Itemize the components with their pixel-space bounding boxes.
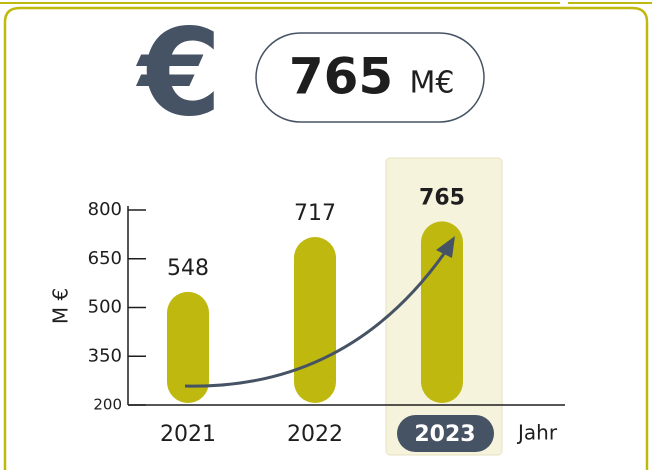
trend-arrow [184, 247, 450, 388]
y-tick-label: 500 [88, 297, 122, 318]
y-axis-title: M € [49, 288, 73, 324]
y-tick-label: 200 [93, 396, 122, 414]
x-tick-label: 2023 [414, 422, 475, 447]
x-tick-label: 2022 [287, 422, 343, 447]
x-axis-title: Jahr [516, 421, 558, 445]
y-tick-label: 650 [88, 248, 122, 269]
bar [421, 221, 463, 403]
bar [167, 291, 209, 403]
value-label: 717 [294, 201, 336, 226]
total-value: 765 [289, 48, 393, 106]
trend-arrowhead [436, 236, 455, 258]
highlight-pill [397, 415, 494, 452]
euro-icon: € [135, 5, 222, 144]
x-tick-label: 2021 [160, 422, 216, 447]
value-label: 548 [167, 256, 209, 281]
total-pill [255, 32, 485, 123]
plot: 200 350 500 650 800 M € Jahr 548 2021 717 2022 765 2… [49, 157, 565, 456]
y-tick-label: 350 [88, 345, 122, 366]
value-label: 765 [419, 185, 465, 210]
total-unit: M€ [410, 66, 455, 101]
bar [294, 236, 336, 403]
y-tick-label: 800 [88, 199, 122, 220]
